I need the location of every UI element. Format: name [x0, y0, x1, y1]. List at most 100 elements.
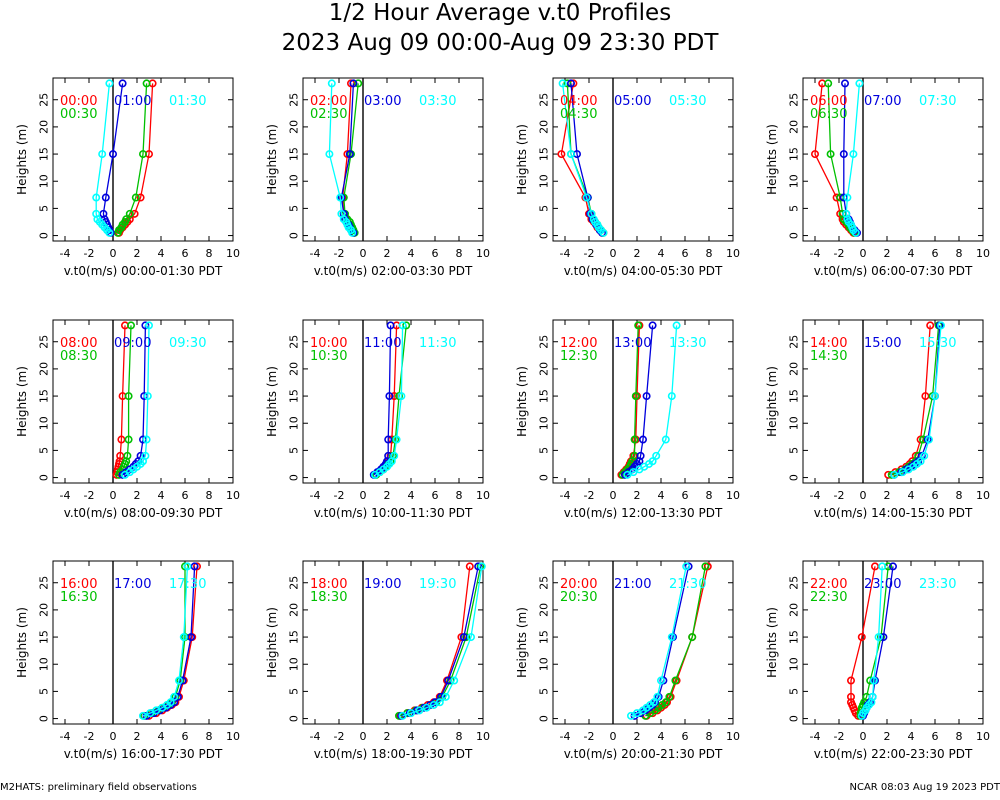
data-point — [920, 451, 929, 460]
profile-panel: -4 -2 0 2 4 6 8 10 0 5 10 15 20 25 Heights (m) v.t0(m/s… — [765, 560, 990, 761]
y-tick-label: 5 — [788, 688, 801, 695]
data-point — [450, 676, 459, 685]
legend-label: 05:00 — [614, 94, 651, 109]
data-point — [390, 451, 399, 460]
series-line — [328, 83, 353, 234]
x-tick-label: 0 — [860, 730, 867, 743]
data-point — [558, 79, 567, 88]
legend-label: 04:00 — [560, 94, 597, 109]
data-point — [183, 562, 192, 571]
data-point — [842, 209, 851, 218]
y-tick-label: 25 — [288, 576, 301, 590]
x-axis-label: v.t0(m/s) 16:00-17:30 PDT — [64, 747, 223, 761]
legend-label: 03:30 — [419, 94, 456, 109]
x-tick-label: -4 — [60, 247, 71, 260]
data-point — [143, 392, 152, 401]
plot-frame — [802, 319, 984, 484]
x-tick-label: -4 — [60, 730, 71, 743]
legend-label: 13:00 — [614, 336, 651, 351]
data-point — [397, 392, 406, 401]
legend-label: 23:00 — [864, 577, 901, 592]
y-tick-label: 25 — [788, 335, 801, 349]
legend-label: 00:30 — [60, 107, 97, 122]
x-tick-label: 2 — [134, 489, 141, 502]
x-tick-label: 4 — [408, 489, 415, 502]
x-tick-label: -2 — [334, 730, 345, 743]
x-tick-label: 0 — [360, 247, 367, 260]
y-tick-label: 5 — [288, 447, 301, 454]
x-tick-label: 0 — [860, 247, 867, 260]
data-point — [661, 435, 670, 444]
plot-frame — [552, 319, 734, 484]
data-point — [98, 150, 107, 159]
data-point — [386, 321, 395, 330]
data-point — [667, 633, 676, 642]
x-axis-label: v.t0(m/s) 14:00-15:30 PDT — [814, 506, 973, 520]
data-point — [890, 470, 899, 479]
data-point — [855, 79, 864, 88]
y-tick-label: 25 — [538, 576, 551, 590]
x-tick-label: 0 — [860, 489, 867, 502]
y-tick-label: 20 — [538, 362, 551, 376]
legend-label: 22:30 — [810, 590, 847, 605]
data-point — [349, 79, 358, 88]
legend-label: 11:30 — [419, 336, 456, 351]
data-point — [582, 193, 591, 202]
data-point — [671, 676, 680, 685]
x-tick-label: -2 — [834, 730, 845, 743]
y-tick-label: 0 — [538, 715, 551, 722]
data-point — [634, 321, 643, 330]
y-tick-label: 0 — [788, 232, 801, 239]
x-tick-label: 2 — [384, 730, 391, 743]
y-tick-label: 15 — [288, 389, 301, 403]
x-tick-label: -4 — [60, 489, 71, 502]
data-point — [122, 215, 131, 224]
y-tick-label: 0 — [38, 232, 51, 239]
x-tick-label: 8 — [206, 489, 213, 502]
x-tick-label: 10 — [976, 247, 990, 260]
x-axis-label: v.t0(m/s) 02:00-03:30 PDT — [314, 264, 473, 278]
data-point — [130, 209, 139, 218]
y-tick-label: 10 — [288, 174, 301, 188]
profile-panel: -4 -2 0 2 4 6 8 10 0 5 10 15 20 25 Heights (m) v.t0(m/s… — [765, 77, 990, 278]
data-point — [878, 562, 887, 571]
y-axis-label: Heights (m) — [15, 366, 29, 437]
y-tick-label: 25 — [38, 576, 51, 590]
x-tick-label: 4 — [408, 247, 415, 260]
legend-label: 18:30 — [310, 590, 347, 605]
x-tick-label: -4 — [310, 247, 321, 260]
y-tick-label: 20 — [538, 603, 551, 617]
data-point — [337, 209, 346, 218]
data-point — [648, 457, 657, 466]
data-point — [398, 711, 407, 720]
legend-label: 01:00 — [114, 94, 151, 109]
data-point — [638, 435, 647, 444]
x-tick-label: -2 — [584, 730, 595, 743]
y-tick-label: 10 — [788, 174, 801, 188]
x-tick-label: 8 — [206, 247, 213, 260]
data-point — [105, 79, 114, 88]
data-point — [649, 698, 658, 707]
y-tick-label: 15 — [538, 630, 551, 644]
data-point — [101, 193, 110, 202]
x-tick-label: 10 — [226, 489, 240, 502]
y-tick-label: 25 — [38, 335, 51, 349]
x-tick-label: 8 — [456, 489, 463, 502]
y-tick-label: 20 — [38, 603, 51, 617]
y-axis-label: Heights (m) — [15, 607, 29, 678]
data-point — [566, 150, 575, 159]
data-point — [190, 562, 199, 571]
data-point — [874, 633, 883, 642]
x-tick-label: 10 — [726, 489, 740, 502]
data-point — [441, 692, 450, 701]
x-tick-label: 8 — [706, 730, 713, 743]
legend-label: 00:00 — [60, 94, 97, 109]
y-tick-label: 15 — [788, 147, 801, 161]
plot-frame — [302, 319, 484, 484]
data-point — [701, 562, 710, 571]
y-tick-label: 5 — [288, 205, 301, 212]
x-tick-label: -2 — [834, 247, 845, 260]
data-point — [466, 633, 475, 642]
data-point — [109, 150, 118, 159]
profile-panel: -4 -2 0 2 4 6 8 10 0 5 10 15 20 25 Heights (m) v.t0(m/s… — [265, 560, 490, 761]
